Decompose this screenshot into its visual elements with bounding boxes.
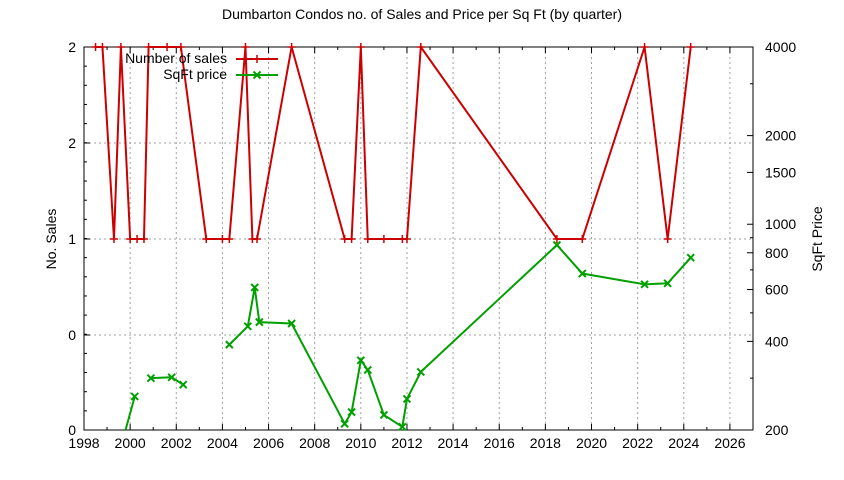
y-left-tick-label: 2 — [68, 39, 76, 55]
legend-sales-label: Number of sales — [125, 50, 227, 66]
x-tick-label: 2014 — [438, 435, 469, 451]
y-left-tick-label: 0 — [68, 327, 76, 343]
x-tick-label: 2010 — [345, 435, 376, 451]
y-right-tick-label: 200 — [765, 422, 789, 438]
x-tick-label: 2018 — [530, 435, 561, 451]
x-axis-ticks: 1998 2000 2002 2004 2006 2008 2010 2012 2014 2016… — [68, 47, 746, 451]
y-left-axis-label: No. Sales — [43, 209, 59, 270]
y-right-tick-label: 400 — [765, 333, 789, 349]
y-right-tick-label: 2000 — [765, 128, 796, 144]
y-right-tick-label: 1000 — [765, 216, 796, 232]
x-tick-label: 2022 — [622, 435, 653, 451]
y-left-tick-label: 1 — [68, 231, 76, 247]
series-price-line — [124, 396, 136, 431]
x-tick-label: 2002 — [161, 435, 192, 451]
x-tick-label: 2016 — [484, 435, 515, 451]
x-tick-label: 2012 — [391, 435, 422, 451]
y-right-tick-label: 4000 — [765, 39, 796, 55]
y-right-axis-label: SqFt Price — [809, 206, 825, 272]
y-left-axis-ticks: 0 0 1 2 2 — [68, 39, 90, 438]
series-price-line — [228, 243, 692, 429]
y-right-tick-label: 1500 — [765, 164, 796, 180]
x-tick-label: 2008 — [299, 435, 330, 451]
x-tick-label: 2026 — [714, 435, 745, 451]
x-tick-label: 2004 — [207, 435, 238, 451]
series-price-line — [150, 376, 184, 386]
legend-price-label: SqFt price — [163, 66, 227, 82]
y-right-tick-label: 600 — [765, 282, 789, 298]
series-lines — [91, 43, 695, 432]
grid-lines — [84, 47, 753, 430]
x-tick-label: 1998 — [68, 435, 99, 451]
x-tick-label: 2020 — [576, 435, 607, 451]
y-right-tick-label: 800 — [765, 245, 789, 261]
x-tick-label: 2024 — [668, 435, 699, 451]
y-left-tick-label: 2 — [68, 135, 76, 151]
x-tick-label: 2000 — [115, 435, 146, 451]
y-left-tick-label: 0 — [68, 422, 76, 438]
y-right-axis-ticks: 200 400 600 800 1000 1500 2000 4000 — [747, 39, 796, 438]
chart-title: Dumbarton Condos no. of Sales and Price … — [222, 6, 622, 22]
x-tick-label: 2006 — [253, 435, 284, 451]
